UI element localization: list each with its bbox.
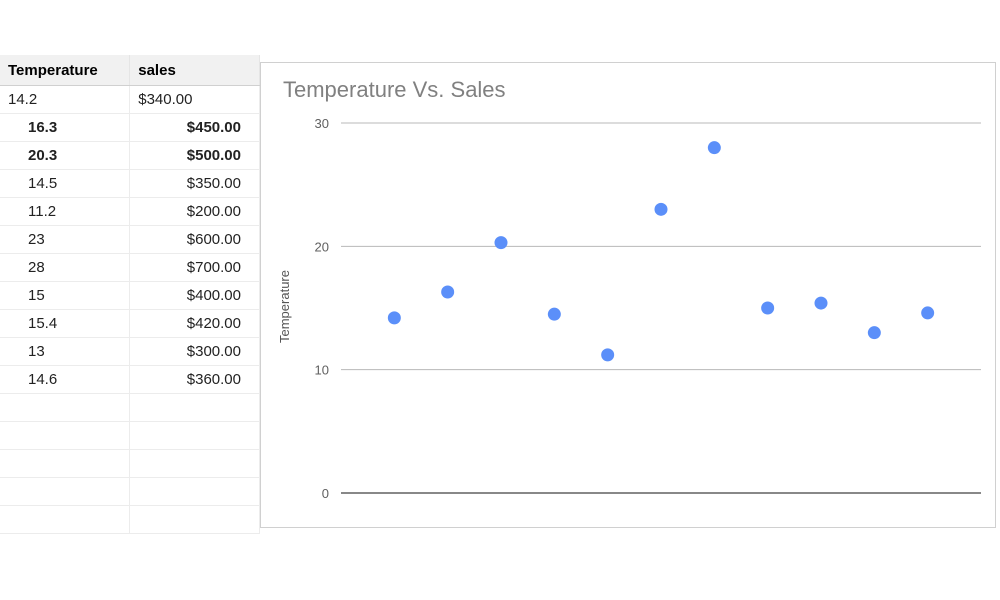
spreadsheet-table[interactable]: Temperature sales 14.2$340.0016.3$450.00…: [0, 55, 260, 534]
svg-text:20: 20: [315, 239, 329, 254]
table-row-empty[interactable]: [0, 506, 260, 534]
table-row-empty[interactable]: [0, 394, 260, 422]
svg-text:10: 10: [315, 363, 329, 378]
cell-temperature[interactable]: 15.4: [0, 310, 130, 338]
table-row-empty[interactable]: [0, 450, 260, 478]
scatter-point[interactable]: [548, 308, 561, 321]
cell-sales[interactable]: $450.00: [130, 114, 260, 142]
cell-sales[interactable]: $700.00: [130, 254, 260, 282]
table-row[interactable]: 20.3$500.00: [0, 142, 260, 170]
table-row[interactable]: 14.5$350.00: [0, 170, 260, 198]
cell-temperature[interactable]: 15: [0, 282, 130, 310]
cell-temperature[interactable]: 14.2: [0, 86, 130, 114]
cell-temperature[interactable]: 11.2: [0, 198, 130, 226]
cell-temperature[interactable]: 14.6: [0, 366, 130, 394]
table-row[interactable]: 15.4$420.00: [0, 310, 260, 338]
scatter-point[interactable]: [815, 297, 828, 310]
table-row[interactable]: 13$300.00: [0, 338, 260, 366]
svg-text:30: 30: [315, 116, 329, 131]
cell-temperature[interactable]: 16.3: [0, 114, 130, 142]
scatter-point[interactable]: [388, 311, 401, 324]
cell-temperature[interactable]: 20.3: [0, 142, 130, 170]
cell-sales[interactable]: $600.00: [130, 226, 260, 254]
scatter-point[interactable]: [441, 285, 454, 298]
cell-temperature[interactable]: 13: [0, 338, 130, 366]
cell-temperature[interactable]: 28: [0, 254, 130, 282]
scatter-chart[interactable]: Temperature Vs. Sales 0102030Temperature: [260, 62, 996, 528]
table-row[interactable]: 14.6$360.00: [0, 366, 260, 394]
table-row[interactable]: 16.3$450.00: [0, 114, 260, 142]
y-axis-label: Temperature: [277, 270, 292, 343]
cell-sales[interactable]: $400.00: [130, 282, 260, 310]
scatter-point[interactable]: [921, 306, 934, 319]
scatter-point[interactable]: [868, 326, 881, 339]
cell-temperature[interactable]: 14.5: [0, 170, 130, 198]
cell-sales[interactable]: $500.00: [130, 142, 260, 170]
table-row[interactable]: 14.2$340.00: [0, 86, 260, 114]
table-row[interactable]: 28$700.00: [0, 254, 260, 282]
scatter-point[interactable]: [761, 302, 774, 315]
data-table: Temperature sales 14.2$340.0016.3$450.00…: [0, 55, 260, 534]
cell-sales[interactable]: $420.00: [130, 310, 260, 338]
cell-sales[interactable]: $200.00: [130, 198, 260, 226]
header-sales[interactable]: sales: [130, 55, 260, 86]
cell-sales[interactable]: $360.00: [130, 366, 260, 394]
scatter-point[interactable]: [601, 348, 614, 361]
svg-text:0: 0: [322, 486, 329, 501]
table-row[interactable]: 23$600.00: [0, 226, 260, 254]
scatter-point[interactable]: [495, 236, 508, 249]
scatter-point[interactable]: [655, 203, 668, 216]
table-row[interactable]: 11.2$200.00: [0, 198, 260, 226]
table-row[interactable]: 15$400.00: [0, 282, 260, 310]
table-row-empty[interactable]: [0, 422, 260, 450]
cell-temperature[interactable]: 23: [0, 226, 130, 254]
chart-plot-area: 0 10 20 30 Temperature: [261, 63, 995, 527]
table-row-empty[interactable]: [0, 478, 260, 506]
cell-sales[interactable]: $350.00: [130, 170, 260, 198]
cell-sales[interactable]: $300.00: [130, 338, 260, 366]
cell-sales[interactable]: $340.00: [130, 86, 260, 114]
scatter-point[interactable]: [708, 141, 721, 154]
header-temperature[interactable]: Temperature: [0, 55, 130, 86]
